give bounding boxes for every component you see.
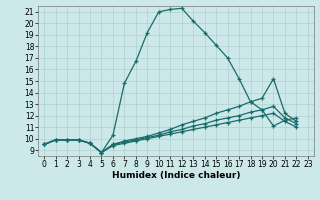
X-axis label: Humidex (Indice chaleur): Humidex (Indice chaleur) <box>112 171 240 180</box>
